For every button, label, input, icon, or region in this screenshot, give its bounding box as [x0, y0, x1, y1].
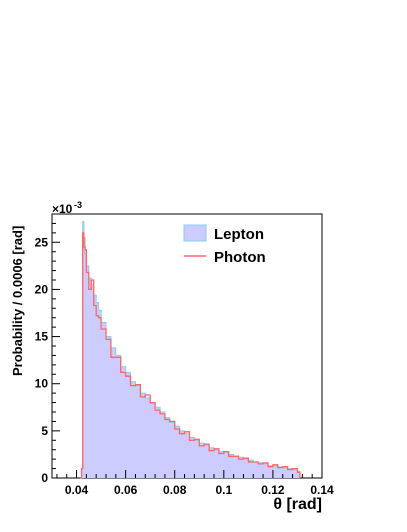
lepton-series	[80, 221, 301, 479]
legend: Lepton Photon	[183, 224, 266, 266]
x-tick-label: 0.08	[163, 483, 187, 497]
x-axis: 0.04 0.06 0.08 0.1 0.12 0.14	[56, 470, 334, 497]
y-tick-label: 20	[35, 282, 49, 296]
legend-swatch-lepton	[183, 224, 207, 242]
y-scale-exponent: -3	[74, 200, 82, 210]
x-axis-label: θ [rad]	[273, 496, 322, 513]
x-tick-label: 0.12	[261, 483, 285, 497]
y-tick-label: 0	[41, 471, 48, 485]
y-axis-label: Probability / 0.0006 [rad]	[10, 226, 25, 376]
y-tick-label: 15	[35, 330, 49, 344]
photon-series	[80, 232, 301, 479]
legend-label-lepton: Lepton	[214, 226, 264, 243]
x-tick-label: 0.1	[215, 483, 232, 497]
lepton-histogram-fill	[80, 221, 300, 478]
x-tick-label: 0.06	[114, 483, 138, 497]
y-axis: 0 5 10 15 20 25	[35, 222, 60, 485]
y-tick-label: 10	[35, 377, 49, 391]
x-tick-label: 0.14	[310, 483, 334, 497]
x-tick-label: 0.04	[65, 483, 89, 497]
photon-histogram-line	[80, 232, 301, 479]
y-tick-label: 25	[35, 235, 49, 249]
y-scale-multiplier: ×10	[52, 202, 73, 216]
y-tick-label: 5	[41, 424, 48, 438]
legend-label-photon: Photon	[214, 249, 266, 266]
